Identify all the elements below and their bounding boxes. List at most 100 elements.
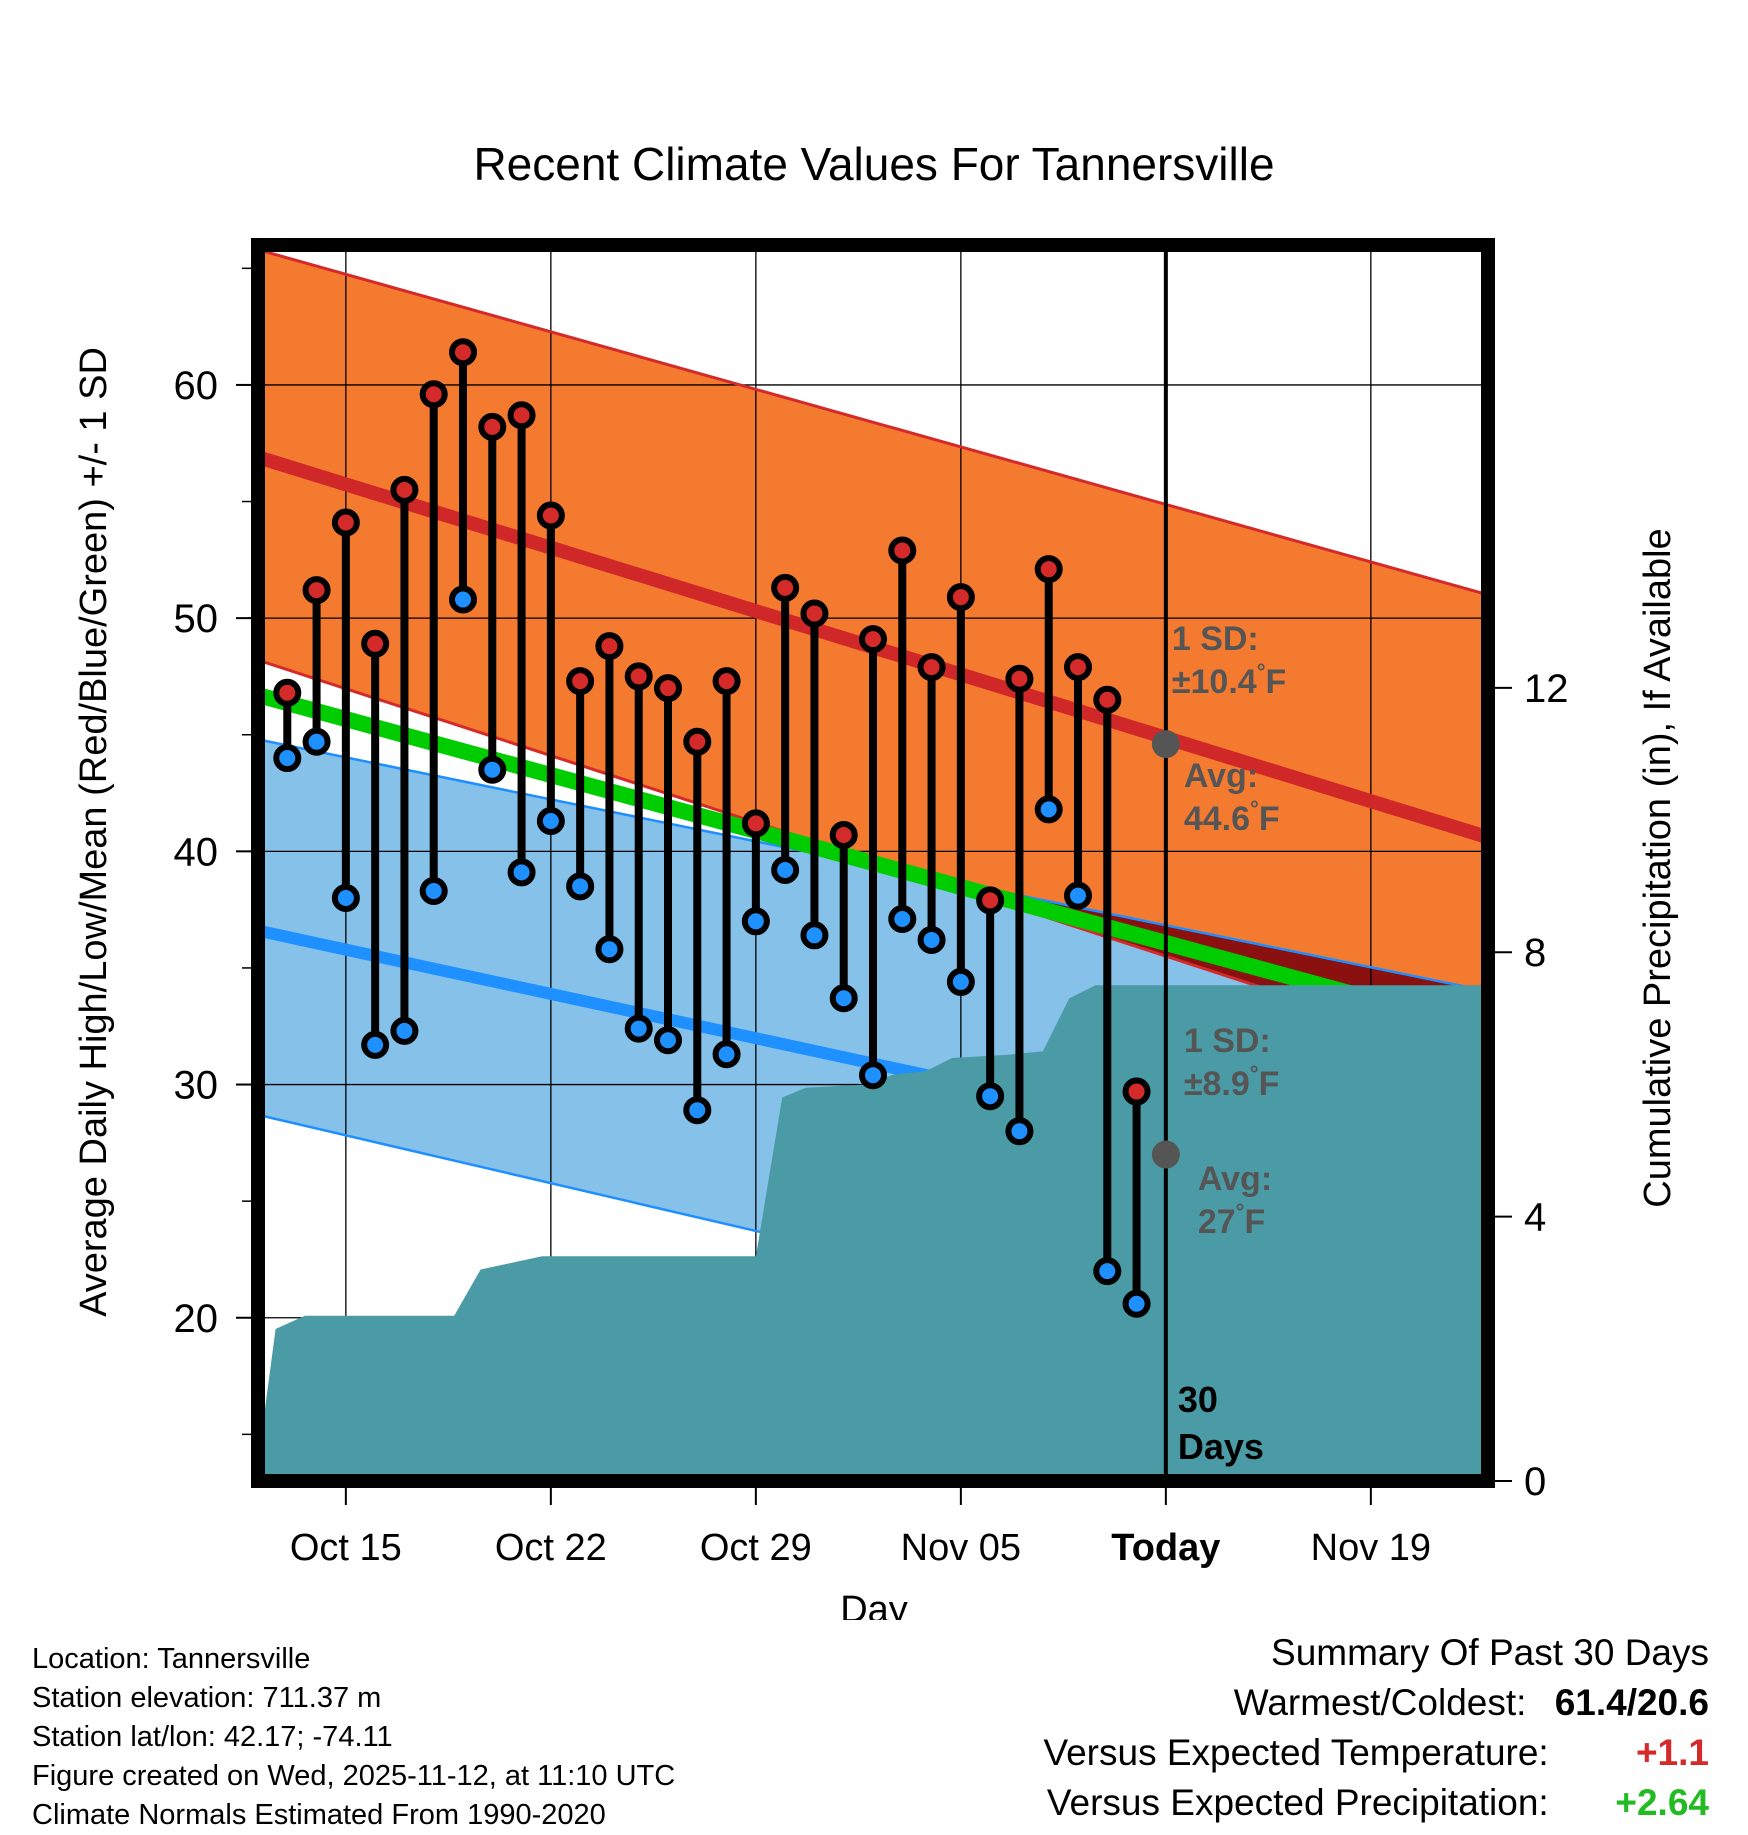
low-point bbox=[1005, 1117, 1034, 1146]
low-point bbox=[449, 585, 477, 614]
high-point bbox=[1034, 555, 1063, 584]
high-point bbox=[478, 412, 507, 441]
summary-precipitation: Versus Expected Precipitation: +2.64 bbox=[1043, 1778, 1709, 1828]
low-point bbox=[361, 1030, 390, 1059]
high-sd-annotation-unit: F bbox=[1266, 663, 1287, 701]
high-point bbox=[390, 475, 419, 504]
high-point bbox=[946, 583, 975, 612]
info-latlon: Station lat/lon: 42.17; -74.11 bbox=[32, 1721, 393, 1753]
low-point bbox=[888, 904, 917, 933]
avg-high-annotation-value: 44.6°F bbox=[1184, 796, 1280, 838]
y-tick-label: 30 bbox=[174, 1064, 219, 1108]
low-point bbox=[566, 872, 595, 901]
warm-label: Warmest/Coldest: bbox=[1233, 1682, 1527, 1723]
high-point bbox=[302, 576, 331, 605]
warm-value: 61.4/20.6 bbox=[1554, 1682, 1709, 1723]
x-tick-label: Oct 15 bbox=[290, 1527, 402, 1569]
avg-low-annotation: Avg:27°F bbox=[1198, 1160, 1272, 1241]
high-point bbox=[361, 629, 390, 658]
avg-high-annotation-label: Avg: bbox=[1184, 757, 1258, 795]
low-point bbox=[624, 1014, 653, 1043]
info-location: Location: Tannersville bbox=[32, 1643, 311, 1675]
chart-title: Recent Climate Values For Tannersville bbox=[473, 138, 1274, 190]
high-point bbox=[683, 727, 712, 756]
temp-value: +1.1 bbox=[1635, 1732, 1709, 1773]
x-tick-label: Oct 22 bbox=[495, 1527, 607, 1569]
avg-low-annotation-value: 27°F bbox=[1198, 1199, 1265, 1241]
precip-value: +2.64 bbox=[1615, 1782, 1709, 1823]
low-sd-annotation-value: ±8.9°F bbox=[1184, 1061, 1280, 1103]
low-point bbox=[1034, 795, 1063, 824]
low-sd-annotation-label: 1 SD: bbox=[1184, 1022, 1271, 1060]
avg-high-annotation: Avg:44.6°F bbox=[1184, 757, 1280, 838]
x-tick-label: Nov 05 bbox=[901, 1527, 1021, 1569]
high-point bbox=[595, 632, 624, 661]
avg-low-annotation-degree: ° bbox=[1236, 1199, 1245, 1224]
low-point bbox=[683, 1096, 712, 1125]
y-tick-label: 40 bbox=[174, 830, 219, 874]
low-point bbox=[478, 755, 507, 784]
x-tick-label: Today bbox=[1111, 1527, 1220, 1569]
high-sd-upper-edge bbox=[258, 248, 1488, 597]
low-point bbox=[419, 876, 448, 905]
station-info: Location: Tannersville Station elevation… bbox=[32, 1640, 675, 1835]
low-point bbox=[595, 935, 624, 964]
low-point bbox=[654, 1026, 682, 1055]
days-word: Days bbox=[1178, 1426, 1264, 1467]
climate-chart: Recent Climate Values For Tannersville 2… bbox=[73, 138, 1679, 1620]
low-sd-annotation: 1 SD:±8.9°F bbox=[1184, 1022, 1280, 1103]
low-point bbox=[273, 744, 302, 773]
high-sd-annotation-degree: ° bbox=[1257, 659, 1266, 684]
low-point bbox=[712, 1040, 741, 1069]
low-sd-annotation-unit: F bbox=[1259, 1065, 1280, 1103]
y-tick-label: 60 bbox=[174, 364, 219, 408]
high-point bbox=[741, 809, 770, 838]
y2-axis-label: Cumulative Precipitation (in), If Availa… bbox=[1637, 528, 1679, 1207]
high-point bbox=[829, 821, 858, 850]
avg-low-annotation-unit: F bbox=[1244, 1203, 1265, 1241]
y2-tick-label: 12 bbox=[1524, 667, 1569, 711]
y2-tick-label: 8 bbox=[1524, 931, 1546, 975]
low-point bbox=[1122, 1289, 1151, 1318]
low-sd-annotation-degree: ° bbox=[1250, 1061, 1259, 1086]
summary-panel: Summary Of Past 30 Days Warmest/Coldest:… bbox=[1043, 1628, 1709, 1828]
high-point bbox=[654, 674, 682, 703]
y2-tick-label: 0 bbox=[1524, 1460, 1546, 1504]
avg-high-annotation-degree: ° bbox=[1250, 796, 1259, 821]
avg-low-point bbox=[1151, 1140, 1180, 1169]
precip-area bbox=[258, 985, 1488, 1481]
high-sd-annotation-value: ±10.4°F bbox=[1172, 659, 1286, 701]
high-point bbox=[273, 678, 302, 707]
avg-high-annotation-unit: F bbox=[1259, 800, 1280, 838]
low-point bbox=[771, 855, 800, 884]
summary-warmest-coldest: Warmest/Coldest: 61.4/20.6 bbox=[1043, 1678, 1709, 1728]
high-point bbox=[1064, 653, 1092, 682]
high-point bbox=[507, 401, 536, 430]
high-sd-annotation-label: 1 SD: bbox=[1172, 620, 1259, 658]
summary-temperature: Versus Expected Temperature: +1.1 bbox=[1043, 1728, 1709, 1778]
high-point bbox=[1005, 664, 1034, 693]
high-point bbox=[449, 338, 477, 367]
low-point bbox=[859, 1061, 887, 1090]
high-point bbox=[536, 501, 565, 530]
avg-high-point bbox=[1151, 730, 1180, 759]
low-point bbox=[390, 1016, 419, 1045]
avg-low-annotation-label: Avg: bbox=[1198, 1160, 1272, 1198]
info-normals: Climate Normals Estimated From 1990-2020 bbox=[32, 1799, 606, 1831]
low-point bbox=[1064, 881, 1092, 910]
low-point bbox=[331, 883, 360, 912]
x-axis-label: Day bbox=[840, 1589, 908, 1620]
low-point bbox=[829, 984, 858, 1013]
low-point bbox=[507, 858, 536, 887]
low-point bbox=[976, 1082, 1005, 1111]
high-point bbox=[1122, 1077, 1151, 1106]
low-point bbox=[917, 925, 946, 954]
days-annotation: 30 Days bbox=[1178, 1379, 1264, 1467]
high-point bbox=[800, 599, 829, 628]
temp-label: Versus Expected Temperature: bbox=[1043, 1732, 1549, 1773]
high-point bbox=[917, 653, 946, 682]
high-point bbox=[771, 573, 800, 602]
y-tick-label: 50 bbox=[174, 597, 219, 641]
y-tick-label: 20 bbox=[174, 1297, 219, 1341]
y2-tick-label: 4 bbox=[1524, 1196, 1546, 1240]
